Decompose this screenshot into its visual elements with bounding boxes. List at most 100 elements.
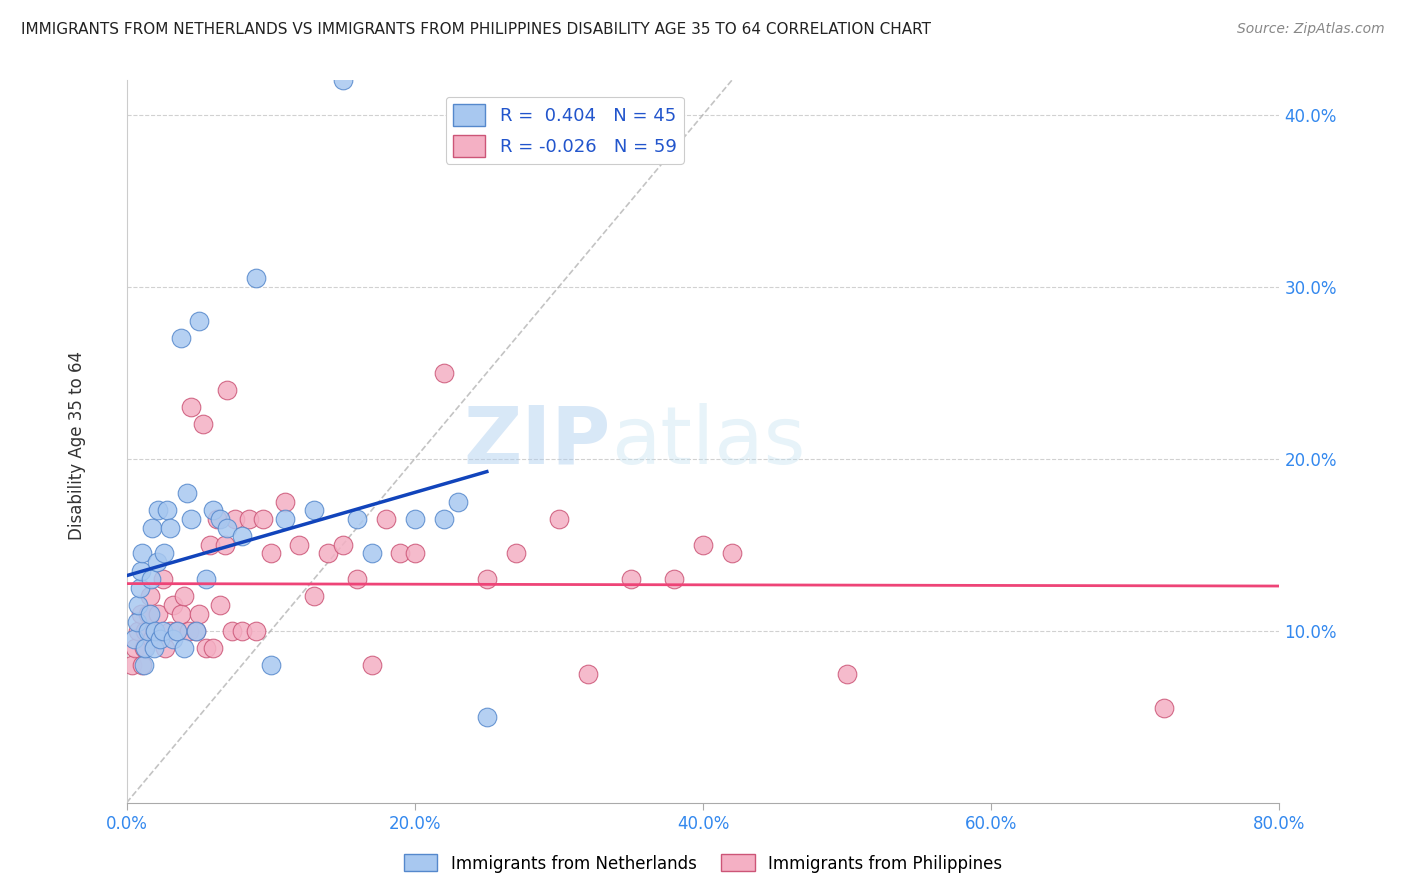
Point bbox=[184, 624, 207, 638]
Point bbox=[238, 512, 260, 526]
Point bbox=[214, 538, 236, 552]
Point bbox=[224, 512, 246, 526]
Point bbox=[447, 494, 470, 508]
Text: atlas: atlas bbox=[610, 402, 806, 481]
Point bbox=[166, 624, 188, 638]
Point bbox=[346, 572, 368, 586]
Point bbox=[138, 590, 160, 604]
Point bbox=[231, 624, 253, 638]
Point bbox=[302, 503, 325, 517]
Point bbox=[127, 598, 149, 612]
Point bbox=[274, 512, 297, 526]
Point bbox=[475, 572, 498, 586]
Point bbox=[142, 640, 165, 655]
Point bbox=[194, 640, 217, 655]
Point bbox=[145, 624, 166, 638]
Point bbox=[156, 503, 179, 517]
Point bbox=[122, 632, 145, 647]
Point bbox=[121, 658, 143, 673]
Point bbox=[132, 640, 155, 655]
Point bbox=[209, 598, 232, 612]
Point bbox=[835, 666, 858, 681]
Point bbox=[576, 666, 599, 681]
Point bbox=[259, 658, 281, 673]
Text: ZIP: ZIP bbox=[464, 402, 610, 481]
Point bbox=[127, 624, 149, 638]
Point bbox=[136, 607, 159, 621]
Point bbox=[245, 271, 267, 285]
Point bbox=[433, 366, 456, 380]
Point bbox=[252, 512, 274, 526]
Point bbox=[129, 564, 152, 578]
Point bbox=[139, 572, 162, 586]
Point bbox=[202, 503, 225, 517]
Point bbox=[149, 632, 172, 647]
Point bbox=[187, 607, 209, 621]
Point bbox=[332, 538, 354, 552]
Point bbox=[202, 640, 225, 655]
Point bbox=[209, 512, 232, 526]
Point bbox=[433, 512, 456, 526]
Point bbox=[180, 512, 202, 526]
Point bbox=[548, 512, 571, 526]
Point bbox=[360, 658, 382, 673]
Point bbox=[245, 624, 267, 638]
Point bbox=[134, 624, 156, 638]
Point bbox=[132, 658, 155, 673]
Point bbox=[170, 607, 193, 621]
Point bbox=[274, 494, 297, 508]
Text: Source: ZipAtlas.com: Source: ZipAtlas.com bbox=[1237, 22, 1385, 37]
Point bbox=[198, 538, 221, 552]
Point bbox=[138, 607, 160, 621]
Point bbox=[173, 590, 195, 604]
Point bbox=[129, 607, 152, 621]
Point bbox=[505, 546, 527, 560]
Point bbox=[173, 640, 195, 655]
Point bbox=[136, 624, 159, 638]
Point bbox=[162, 598, 184, 612]
Point bbox=[152, 624, 174, 638]
Point bbox=[720, 546, 742, 560]
Point bbox=[177, 624, 200, 638]
Point bbox=[374, 512, 398, 526]
Point bbox=[134, 640, 156, 655]
Point bbox=[131, 658, 153, 673]
Point bbox=[146, 555, 169, 569]
Point bbox=[194, 572, 217, 586]
Point bbox=[692, 538, 714, 552]
Point bbox=[404, 546, 426, 560]
Legend: Immigrants from Netherlands, Immigrants from Philippines: Immigrants from Netherlands, Immigrants … bbox=[396, 847, 1010, 880]
Point bbox=[332, 73, 354, 87]
Point bbox=[318, 546, 340, 560]
Text: IMMIGRANTS FROM NETHERLANDS VS IMMIGRANTS FROM PHILIPPINES DISABILITY AGE 35 TO : IMMIGRANTS FROM NETHERLANDS VS IMMIGRANT… bbox=[21, 22, 931, 37]
Point bbox=[166, 624, 188, 638]
Point bbox=[148, 503, 170, 517]
Point bbox=[231, 529, 253, 543]
Point bbox=[1153, 701, 1175, 715]
Point bbox=[159, 520, 181, 534]
Point bbox=[180, 400, 202, 414]
Point bbox=[389, 546, 412, 560]
Point bbox=[217, 520, 239, 534]
Point bbox=[191, 417, 214, 432]
Point bbox=[346, 512, 368, 526]
Point bbox=[217, 383, 239, 397]
Point bbox=[128, 581, 150, 595]
Point bbox=[159, 624, 181, 638]
Legend: R =  0.404   N = 45, R = -0.026   N = 59: R = 0.404 N = 45, R = -0.026 N = 59 bbox=[446, 96, 683, 164]
Point bbox=[124, 640, 146, 655]
Point bbox=[187, 314, 209, 328]
Point bbox=[302, 590, 325, 604]
Point bbox=[162, 632, 184, 647]
Point bbox=[620, 572, 643, 586]
Point bbox=[207, 512, 229, 526]
Point bbox=[664, 572, 686, 586]
Point bbox=[221, 624, 243, 638]
Point bbox=[475, 710, 498, 724]
Point bbox=[152, 572, 174, 586]
Text: Disability Age 35 to 64: Disability Age 35 to 64 bbox=[69, 351, 86, 541]
Point bbox=[288, 538, 311, 552]
Point bbox=[155, 640, 177, 655]
Point bbox=[131, 546, 153, 560]
Point bbox=[170, 331, 193, 345]
